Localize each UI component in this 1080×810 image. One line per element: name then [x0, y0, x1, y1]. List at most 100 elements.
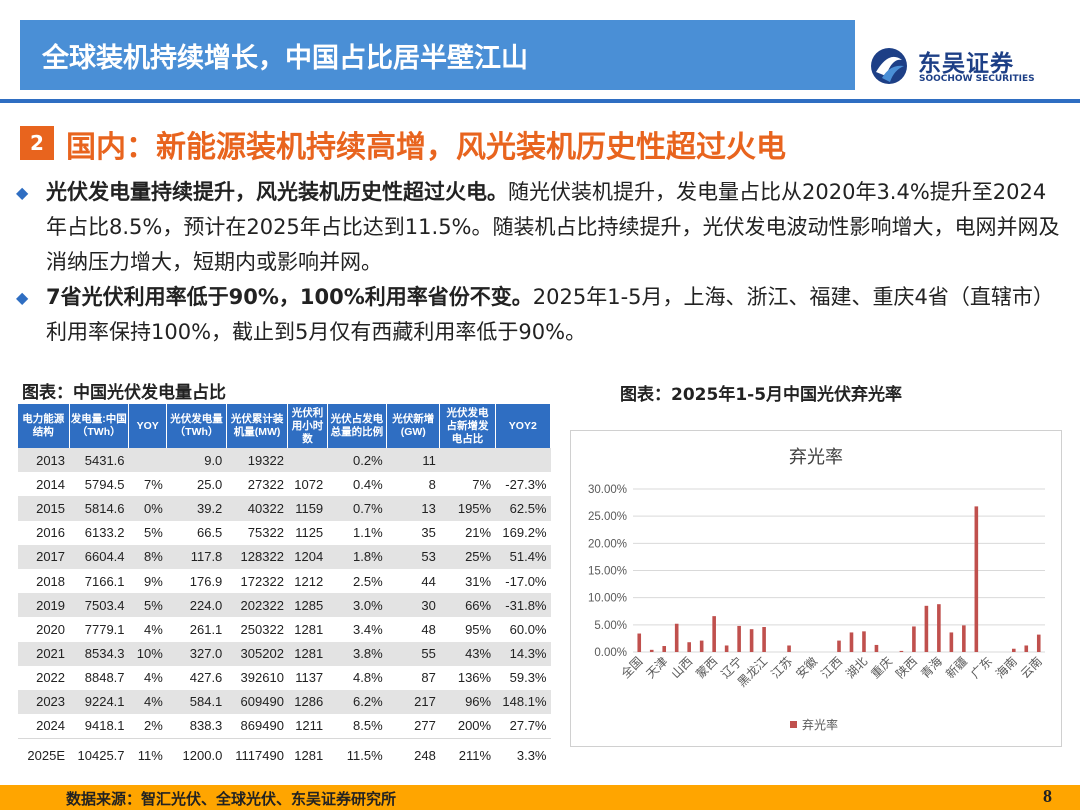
table-cell: 1117490	[226, 737, 288, 772]
table-row: 2015 5814.6 0% 39.2 40322 1159 0.7% 13 195% 62.5%	[18, 496, 551, 521]
y-tick-label: 30.00%	[588, 484, 627, 496]
table-cell: 250322	[226, 617, 288, 642]
logo-mark-icon	[871, 48, 907, 84]
table-cell: 25%	[439, 544, 496, 569]
page-number: 8	[1043, 786, 1052, 806]
table-cell: 838.3	[166, 714, 227, 739]
chart-bar	[862, 631, 866, 652]
table-cell: 19322	[226, 448, 288, 473]
table-cell: 48	[386, 617, 440, 642]
table-cell: 6133.2	[69, 520, 129, 545]
table-cell: 609490	[226, 689, 288, 715]
chart-bar	[1036, 634, 1041, 652]
bullet-item-generation: ◆ 光伏发电量持续提升，风光装机历史性超过火电。随光伏装机提升，发电量占比从20…	[14, 175, 1064, 280]
table-cell	[495, 448, 551, 473]
table-cell: 25.0	[166, 472, 227, 497]
table-cell: 392610	[226, 665, 288, 690]
table-cell: 1072	[287, 472, 328, 497]
bullet-heading: 光伏发电量持续提升，风光装机历史性超过火电。	[46, 180, 508, 204]
table-cell: 0.7%	[327, 496, 387, 521]
y-tick-label: 10.00%	[588, 593, 627, 605]
table-cell: -27.3%	[495, 472, 551, 497]
table-cell: 1125	[287, 520, 328, 545]
x-tick-label: 蒙西	[693, 654, 720, 681]
chart-bar	[949, 632, 954, 652]
table-row: 2024 9418.1 2% 838.3 869490 1211 8.5% 277 200% 27…	[18, 714, 551, 739]
table-cell: 1281	[287, 617, 328, 642]
chart-bar	[699, 640, 704, 652]
table-cell: 5814.6	[69, 496, 129, 521]
bullet-text: 随光伏装机提升，发电量占比从2020年3.4%提升至2024年占比8.5%，预计…	[46, 180, 1060, 274]
table-cell: 1137	[287, 665, 328, 690]
table-cell: 62.5%	[495, 496, 551, 521]
table-cell: 5431.6	[69, 448, 129, 473]
table-row: 2018 7166.1 9% 176.9 172322 1212 2.5% 44 31% -17.…	[18, 568, 551, 594]
chart-bar	[924, 605, 929, 652]
table-cell: 176.9	[166, 568, 227, 594]
bullet-item-utilization: ◆ 7省光伏利用率低于90%，100%利用率省份不变。2025年1-5月，上海、…	[14, 280, 1064, 350]
table-cell: 27.7%	[495, 714, 551, 739]
table-cell: 2020	[18, 617, 70, 642]
table-cell: 66.5	[166, 520, 227, 545]
x-tick-label: 云南	[1017, 654, 1045, 682]
table-cell: 11%	[128, 737, 167, 772]
table-cell: 5%	[128, 593, 167, 618]
footer-bar: 数据来源：智汇光伏、全球光伏、东吴证券研究所 8	[0, 785, 1080, 810]
table-row: 2023 9224.1 4% 584.1 609490 1286 6.2% 217 96% 148…	[18, 689, 551, 715]
table-cell: 1204	[287, 544, 328, 569]
chart-bar	[1011, 648, 1016, 652]
table-body: 2013 5431.6 9.0 19322 0.2% 11 2014 5794.5 7% 25.0…	[18, 448, 551, 772]
table-cell: 27322	[226, 472, 288, 497]
chart-bar	[724, 645, 729, 652]
table-cell: 0.2%	[327, 448, 387, 473]
table-cell: -17.0%	[495, 568, 551, 594]
table-cell: 169.2%	[495, 520, 551, 545]
chart-bar	[962, 625, 966, 652]
y-tick-label: 5.00%	[594, 620, 627, 632]
table-cell: 4%	[128, 689, 167, 715]
table-row: 2021 8534.3 10% 327.0 305202 1281 3.8% 55 43% 14.…	[18, 641, 551, 666]
table-cell: 2013	[18, 448, 70, 473]
y-tick-label: 25.00%	[588, 511, 627, 523]
table-row: 2017 6604.4 8% 117.8 128322 1204 1.8% 53 25% 51.4…	[18, 544, 551, 569]
table-cell: 1211	[287, 714, 328, 739]
table-cell: 128322	[226, 544, 288, 569]
table-cell: 8	[386, 472, 440, 497]
section-title: 国内：新能源装机持续高增，风光装机历史性超过火电	[66, 130, 786, 165]
table-cell: 9224.1	[69, 689, 129, 715]
chart-caption: 图表：2025年1-5月中国光伏弃光率	[620, 385, 903, 405]
table-cell: 1285	[287, 593, 328, 618]
chart-bar	[649, 649, 654, 652]
table-cell: 2018	[18, 568, 70, 594]
table-cell: 60.0%	[495, 617, 551, 642]
table-cell: 327.0	[166, 641, 227, 666]
chart-bar	[787, 645, 791, 652]
table-cell: 3.0%	[327, 593, 387, 618]
table-cell: 172322	[226, 568, 288, 594]
table-cell: 5794.5	[69, 472, 129, 497]
table-cell: 35	[386, 520, 440, 545]
x-tick-label: 江西	[818, 654, 845, 681]
table-header-row: 电力能源结构 发电量:中国（TWh） YOY 光伏发电量（TWh） 光伏累计装机…	[18, 404, 552, 448]
table-cell: 2015	[18, 496, 70, 521]
chart-bar	[1024, 645, 1029, 652]
x-tick-label: 安徽	[793, 654, 821, 682]
table-cell: 51.4%	[495, 544, 551, 569]
chart-bar	[912, 626, 916, 652]
chart-bar	[937, 604, 941, 652]
chart-bar	[974, 506, 979, 652]
table-cell	[439, 448, 496, 473]
column-header: YOY	[128, 404, 168, 448]
bullet-list: ◆ 光伏发电量持续提升，风光装机历史性超过火电。随光伏装机提升，发电量占比从20…	[14, 175, 1064, 350]
logo-chinese-name: 东吴证券	[918, 51, 1014, 77]
chart-bar	[762, 627, 766, 652]
table-cell: 95%	[439, 617, 496, 642]
table-cell: 7779.1	[69, 617, 129, 642]
chart-bar	[687, 642, 691, 652]
table-cell: 0%	[128, 496, 167, 521]
chart-bar	[837, 640, 841, 652]
table-cell: 1200.0	[166, 737, 227, 772]
table-cell: 75322	[226, 520, 288, 545]
table-cell: 10425.7	[69, 737, 129, 772]
table-cell: 2024	[18, 714, 70, 739]
